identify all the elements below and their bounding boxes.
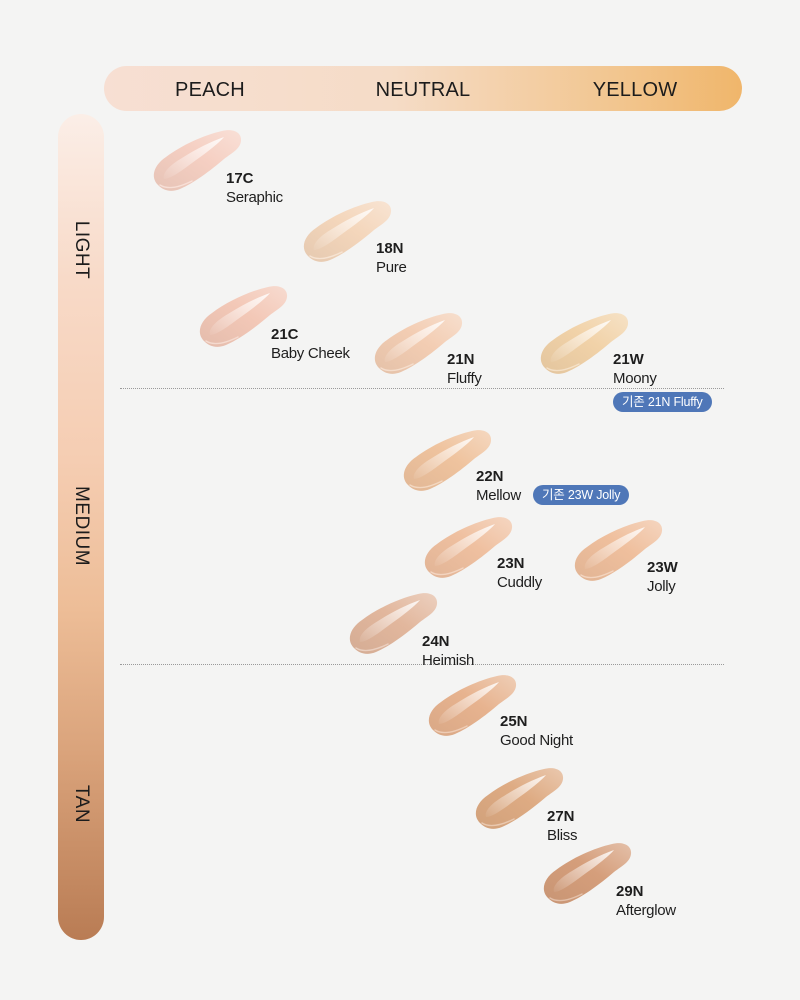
shade-name: Jolly <box>647 578 676 595</box>
shade-swatch-27n <box>470 765 566 837</box>
undertone-label-yellow: YELLOW <box>592 79 678 101</box>
shade-name: Good Night <box>500 732 573 749</box>
shade-label-18n: 18N Pure <box>376 239 407 277</box>
shade-code: 29N <box>616 883 644 900</box>
depth-scale-bar: LIGHT MEDIUM TAN <box>58 114 104 940</box>
shade-swatch-21w <box>535 310 631 382</box>
shade-code: 22N <box>476 468 504 485</box>
shade-code: 18N <box>376 240 404 257</box>
shade-swatch-25n <box>423 672 519 744</box>
cream-swatch-graphic <box>424 517 513 578</box>
cream-swatch-graphic <box>543 843 632 904</box>
cream-swatch-graphic <box>475 768 564 829</box>
cream-swatch-graphic <box>574 520 663 581</box>
shade-label-27n: 27N Bliss <box>547 807 577 845</box>
shade-name: Seraphic <box>226 189 283 206</box>
shade-code: 21W <box>613 351 644 368</box>
shade-label-22n: 22N Mellow <box>476 467 521 505</box>
undertone-label-peach: PEACH <box>175 79 245 101</box>
previous-name-badge-21w: 기존 21N Fluffy <box>613 392 712 412</box>
light-medium-divider <box>120 388 724 389</box>
shade-name: Baby Cheek <box>271 345 350 362</box>
shade-label-24n: 24N Heimish <box>422 632 474 670</box>
shade-code: 17C <box>226 170 254 187</box>
cream-swatch-graphic <box>153 130 242 191</box>
shade-swatch-22n <box>398 427 494 499</box>
shade-label-23n: 23N Cuddly <box>497 554 542 592</box>
shade-name: Bliss <box>547 827 578 844</box>
shade-swatch-29n <box>538 840 634 912</box>
cream-swatch-graphic <box>540 313 629 374</box>
shade-code: 23W <box>647 559 678 576</box>
shade-swatch-21c <box>194 283 290 355</box>
shade-code: 21N <box>447 351 475 368</box>
shade-label-29n: 29N Afterglow <box>616 882 676 920</box>
shade-label-21n: 21N Fluffy <box>447 350 482 388</box>
shade-swatch-21n <box>369 310 465 382</box>
shade-name: Fluffy <box>447 370 482 387</box>
undertone-label-neutral: NEUTRAL <box>375 79 471 101</box>
shade-name: Cuddly <box>497 574 542 591</box>
shade-code: 24N <box>422 633 450 650</box>
shade-swatch-17c <box>148 127 244 199</box>
shade-name: Moony <box>613 370 657 387</box>
depth-label-tan: TAN <box>71 784 92 824</box>
shade-name: Heimish <box>422 652 475 669</box>
undertone-scale-bar: PEACH NEUTRAL YELLOW <box>104 66 742 111</box>
cream-swatch-graphic <box>349 593 438 654</box>
shade-label-23w: 23W Jolly <box>647 558 678 596</box>
shade-swatch-23w <box>569 517 665 589</box>
shade-name: Afterglow <box>616 902 676 919</box>
cream-swatch-graphic <box>199 286 288 347</box>
previous-name-badge-22n: 기존 23W Jolly <box>533 485 630 505</box>
depth-label-medium: MEDIUM <box>71 485 92 567</box>
shade-label-25n: 25N Good Night <box>500 712 573 750</box>
shade-label-17c: 17C Seraphic <box>226 169 283 207</box>
shade-code: 25N <box>500 713 528 730</box>
shade-swatch-18n <box>298 198 394 270</box>
shade-swatch-24n <box>344 590 440 662</box>
shade-name: Mellow <box>476 487 521 504</box>
shade-code: 23N <box>497 555 525 572</box>
shade-label-21w: 21W Moony <box>613 350 657 388</box>
shade-label-21c: 21C Baby Cheek <box>271 325 350 363</box>
medium-tan-divider <box>120 664 724 665</box>
shade-swatch-23n <box>419 514 515 586</box>
shade-code: 27N <box>547 808 575 825</box>
cream-swatch-graphic <box>303 201 392 262</box>
cream-swatch-graphic <box>428 675 517 736</box>
shade-code: 21C <box>271 326 299 343</box>
cream-swatch-graphic <box>403 430 492 491</box>
cream-swatch-graphic <box>374 313 463 374</box>
depth-label-light: LIGHT <box>71 220 92 280</box>
shade-name: Pure <box>376 259 407 276</box>
